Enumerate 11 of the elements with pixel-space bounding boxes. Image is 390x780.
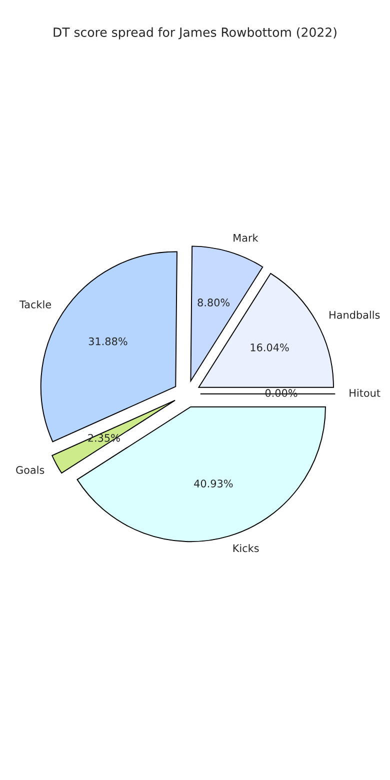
- slice-label: Mark: [234, 234, 258, 242]
- slice-label: Kicks: [233, 544, 259, 552]
- category-label: Hitout: [350, 388, 380, 397]
- data-label: 31.88%: [88, 337, 128, 346]
- slice-label: Goals: [16, 466, 44, 474]
- data-label: 8.80%: [198, 298, 230, 306]
- slice-label: Tackle: [19, 300, 52, 308]
- data-label: 40.93%: [194, 480, 233, 488]
- slice-label: Handballs: [330, 310, 380, 319]
- data-label: 16.04%: [250, 343, 289, 352]
- chart-title: DT score spread for James Rowbottom (2022): [54, 27, 336, 40]
